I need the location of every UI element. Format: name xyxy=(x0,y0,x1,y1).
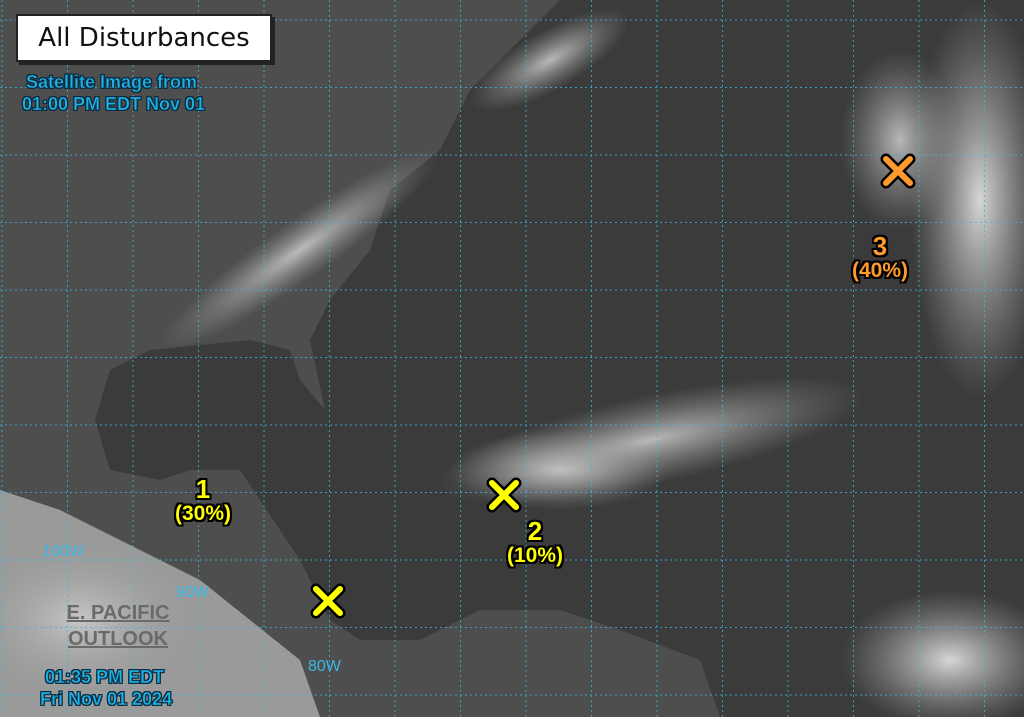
disturbance-2-x-icon[interactable] xyxy=(486,477,522,513)
disturbance-3-x-icon[interactable] xyxy=(880,153,916,189)
epac-link-line1: E. PACIFIC xyxy=(66,602,170,624)
disturbance-number: 1 xyxy=(195,474,211,504)
epac-link-line2: OUTLOOK xyxy=(68,628,168,650)
cloud xyxy=(840,50,960,230)
longitude-label-90w: 90W xyxy=(176,584,209,601)
timestamp-line1: 01:35 PM EDT xyxy=(45,667,165,688)
disturbance-chance: (10%) xyxy=(506,544,564,567)
disturbance-chance: (40%) xyxy=(851,259,909,282)
north-america-land xyxy=(0,0,720,717)
disturbance-3-label[interactable]: 3 (40%) xyxy=(840,233,920,283)
timestamp-line2: Fri Nov 01 2024 xyxy=(40,689,173,710)
longitude-label-80w: 80W xyxy=(308,658,341,675)
disturbance-2-label[interactable]: 2 (10%) xyxy=(495,518,575,568)
disturbance-chance: (30%) xyxy=(174,502,232,525)
disturbance-number: 2 xyxy=(527,516,543,546)
cloud xyxy=(159,149,441,351)
cloud xyxy=(840,590,1024,717)
page-title: All Disturbances xyxy=(16,14,272,62)
cloud xyxy=(0,540,200,700)
disturbance-number: 3 xyxy=(872,231,888,261)
satellite-caption-line1: Satellite Image from xyxy=(26,72,198,93)
cloud xyxy=(470,8,630,112)
epac-outlook-link[interactable]: E. PACIFIC OUTLOOK xyxy=(56,600,180,652)
disturbance-x-icon[interactable] xyxy=(310,583,346,619)
cloud xyxy=(450,430,670,510)
disturbance-1-label[interactable]: 1 (30%) xyxy=(163,476,243,526)
satellite-caption-line2: 01:00 PM EDT Nov 01 xyxy=(22,94,206,115)
longitude-label-100w: 100W xyxy=(42,543,84,560)
